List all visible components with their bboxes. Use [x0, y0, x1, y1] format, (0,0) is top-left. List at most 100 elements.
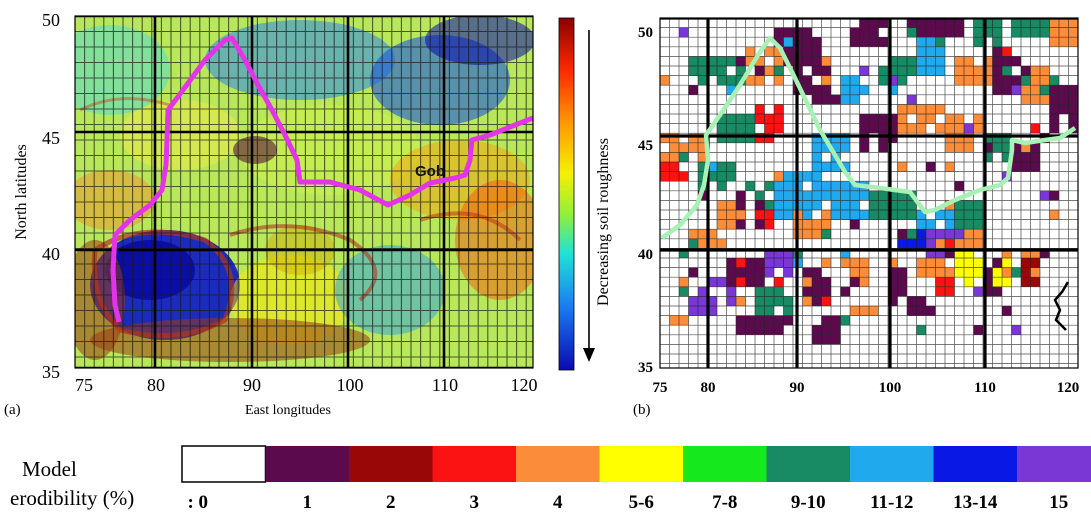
- erodibility-cell: [821, 229, 831, 239]
- erodibility-cell: [840, 286, 850, 297]
- erodibility-cell: [660, 171, 670, 182]
- erodibility-cell: [992, 133, 1002, 143]
- erodibility-cell: [774, 248, 784, 258]
- erodibility-cell: [717, 238, 727, 249]
- erodibility-cell: [1002, 75, 1012, 86]
- erodibility-cell: [698, 306, 708, 316]
- erodibility-cell: [878, 123, 888, 134]
- erodibility-cell: [964, 75, 974, 86]
- erodibility-cell: [859, 18, 869, 28]
- erodibility-cell: [850, 27, 860, 38]
- erodibility-cell: [973, 114, 983, 124]
- erodibility-cell: [840, 258, 850, 268]
- erodibility-cell: [888, 75, 898, 86]
- legend-swatch: [516, 446, 600, 482]
- erodibility-cell: [926, 258, 936, 268]
- river-line: [1053, 281, 1070, 331]
- erodibility-cell: [679, 277, 689, 287]
- erodibility-cells: [660, 18, 1078, 345]
- x-tick-label: 90: [243, 375, 261, 395]
- erodibility-cell: [973, 286, 983, 297]
- erodibility-cell: [840, 210, 850, 220]
- x-tick-label: 120: [1057, 380, 1080, 396]
- erodibility-cell: [726, 277, 736, 287]
- colorbar-label: Decreasing soil roughness: [595, 138, 612, 306]
- erodibility-cell: [888, 267, 898, 278]
- erodibility-cell: [783, 296, 793, 306]
- erodibility-cell: [916, 210, 926, 220]
- erodibility-cell: [926, 306, 936, 316]
- erodibility-cell: [745, 258, 755, 268]
- panel-b-label: (b): [633, 402, 651, 418]
- erodibility-cell: [973, 75, 983, 86]
- erodibility-cell: [1002, 152, 1012, 162]
- erodibility-cell: [859, 267, 869, 278]
- erodibility-cell: [783, 46, 793, 57]
- erodibility-cell: [926, 114, 936, 124]
- erodibility-cell: [698, 152, 708, 162]
- erodibility-cell: [954, 200, 964, 210]
- erodibility-cell: [926, 219, 936, 230]
- erodibility-cell: [812, 133, 822, 143]
- erodibility-cell: [812, 66, 822, 76]
- erodibility-cell: [888, 114, 898, 124]
- erodibility-cell: [935, 210, 945, 220]
- erodibility-cell: [736, 296, 746, 306]
- erodibility-cell: [1030, 162, 1040, 172]
- erodibility-cell: [973, 229, 983, 239]
- erodibility-cell: [1002, 248, 1012, 258]
- erodibility-cell: [926, 18, 936, 28]
- x-tick-label: 110: [974, 380, 996, 396]
- erodibility-cell: [1049, 18, 1059, 28]
- x-tick-label: 75: [75, 375, 93, 395]
- erodibility-cell: [992, 286, 1002, 297]
- erodibility-cell: [954, 248, 964, 258]
- erodibility-cell: [821, 315, 831, 326]
- erodibility-cell: [935, 66, 945, 76]
- erodibility-cell: [774, 114, 784, 124]
- erodibility-cell: [717, 171, 727, 182]
- erodibility-cell: [736, 123, 746, 134]
- erodibility-cell: [1030, 152, 1040, 162]
- erodibility-cell: [935, 56, 945, 66]
- erodibility-cell: [812, 277, 822, 287]
- legend-title-line2: erodibility (%): [10, 486, 134, 510]
- erodibility-cell: [774, 258, 784, 268]
- erodibility-cell: [831, 325, 841, 335]
- erodibility-cell: [707, 238, 717, 249]
- erodibility-cell: [1049, 75, 1059, 86]
- erodibility-cell: [916, 267, 926, 278]
- erodibility-cell: [926, 248, 936, 258]
- erodibility-cell: [859, 277, 869, 287]
- erodibility-cell: [755, 306, 765, 316]
- erodibility-cell: [698, 66, 708, 76]
- erodibility-cell: [1059, 37, 1069, 47]
- erodibility-cell: [954, 258, 964, 268]
- erodibility-cell: [945, 277, 955, 287]
- legend-swatch: [1017, 446, 1091, 482]
- erodibility-cell: [717, 66, 727, 76]
- erodibility-cell: [935, 123, 945, 134]
- erodibility-cell: [916, 296, 926, 306]
- erodibility-cell: [764, 133, 774, 143]
- erodibility-cell: [764, 286, 774, 297]
- erodibility-cell: [1002, 258, 1012, 268]
- erodibility-cell: [1021, 75, 1031, 86]
- erodibility-cell: [973, 238, 983, 249]
- erodibility-cell: [897, 238, 907, 249]
- erodibility-cell: [774, 200, 784, 210]
- erodibility-cell: [688, 142, 698, 153]
- erodibility-cell: [755, 75, 765, 86]
- erodibility-cell: [812, 85, 822, 95]
- x-axis-title: East longitudes: [245, 403, 331, 418]
- erodibility-cell: [1002, 277, 1012, 287]
- y-tick-label: 50: [638, 25, 653, 41]
- region-boundary-b: [660, 35, 1077, 240]
- erodibility-cell: [736, 66, 746, 76]
- legend-label: : 0: [187, 492, 208, 513]
- erodibility-cell: [774, 37, 784, 47]
- erodibility-cell: [726, 210, 736, 220]
- erodibility-cell: [859, 85, 869, 95]
- erodibility-cell: [726, 171, 736, 182]
- erodibility-cell: [736, 277, 746, 287]
